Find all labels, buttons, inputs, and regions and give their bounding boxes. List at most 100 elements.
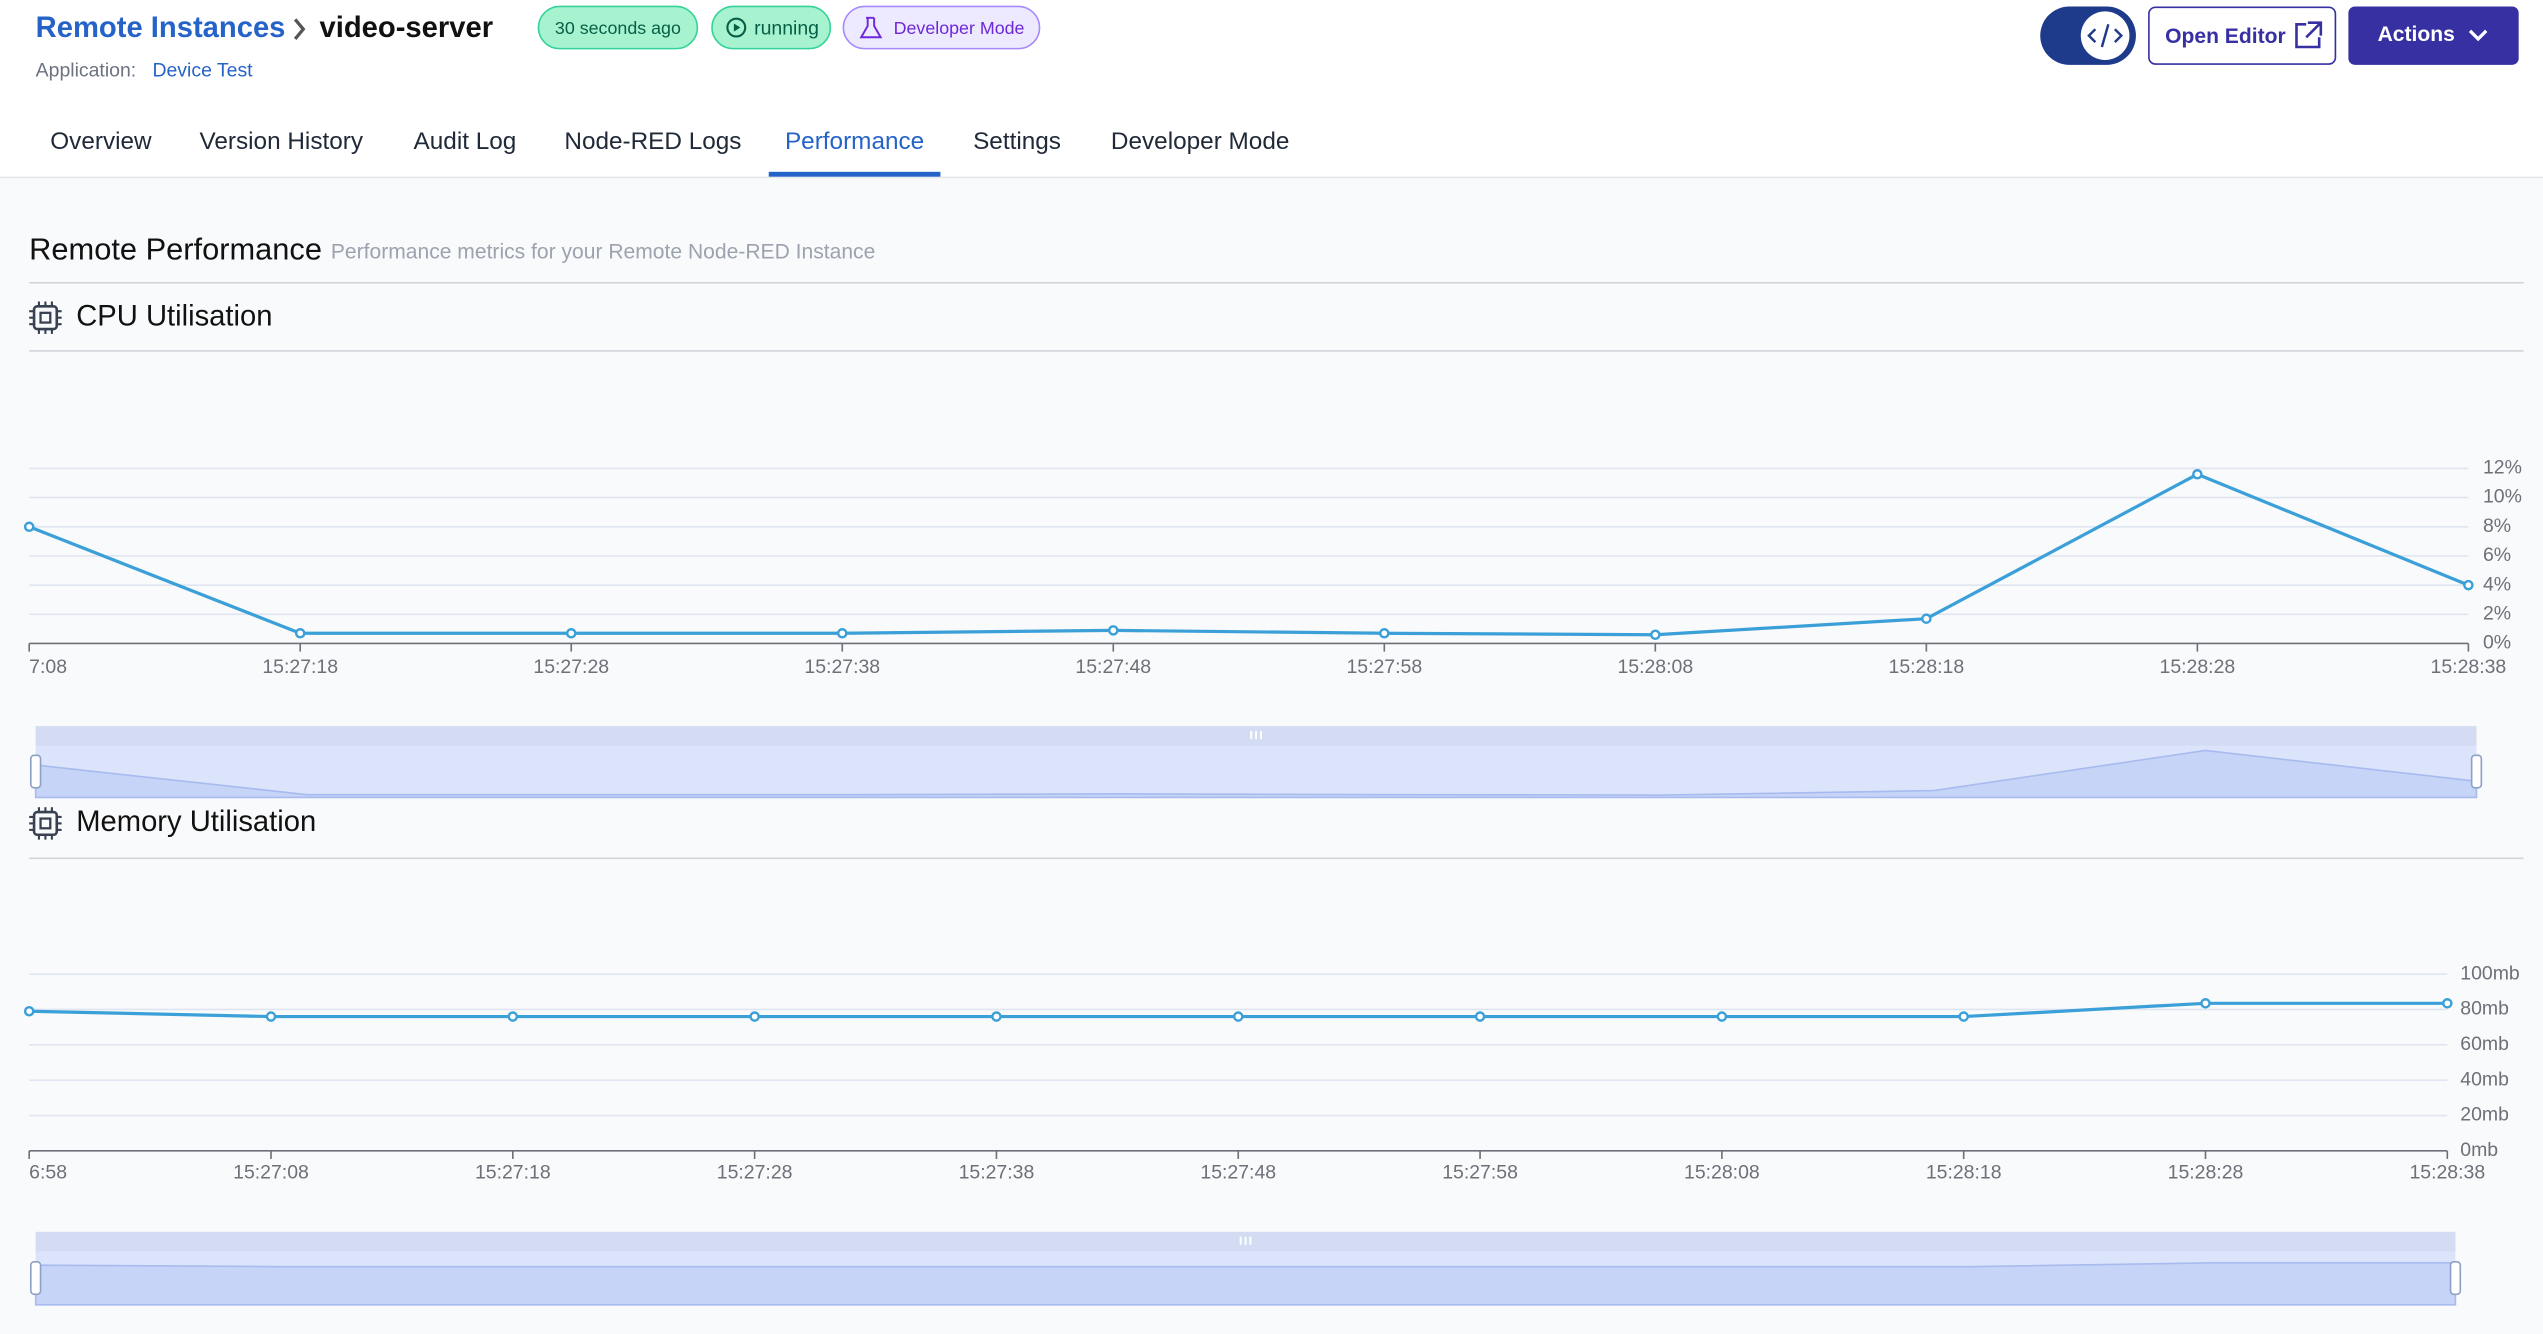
icon	[859, 16, 883, 39]
series-line	[28, 472, 2470, 637]
actions-button[interactable]	[2348, 6, 2519, 65]
x-tick-label: 15:27:48	[1200, 1162, 1276, 1184]
x-tick-label: 15:28:08	[1684, 1162, 1760, 1184]
slider-handle[interactable]	[2470, 754, 2483, 789]
y-tick-label: 0%	[2483, 632, 2511, 654]
x-tick-label: 15:27:08	[233, 1162, 309, 1184]
badge-text: 30 seconds ago	[555, 18, 681, 38]
x-tick-label: 15:27:58	[1442, 1162, 1518, 1184]
tab-underline	[768, 171, 941, 177]
badge	[842, 5, 1041, 50]
tab[interactable]: Developer Mode	[1111, 128, 1289, 155]
chip-icon	[32, 810, 59, 837]
y-tick-label: 10%	[2483, 486, 2522, 508]
icon	[2468, 29, 2488, 42]
slider-area	[34, 1262, 2457, 1306]
icon	[733, 23, 741, 32]
button-text: Actions	[2378, 23, 2455, 46]
data-point	[1379, 628, 1390, 639]
x-tick-label: 15:27:28	[717, 1162, 793, 1184]
data-point	[2442, 998, 2453, 1009]
data-point	[1958, 1011, 1969, 1022]
slider-handle[interactable]	[2449, 1261, 2462, 1296]
y-tick-label: 100mb	[2460, 962, 2519, 984]
x-tick-label: 15:27:48	[1075, 656, 1151, 678]
tab[interactable]: Settings	[973, 128, 1061, 155]
badge-text: Developer Mode	[894, 18, 1025, 38]
x-tick-label: 15:28:18	[1889, 656, 1965, 678]
chip-icon	[39, 311, 52, 324]
tab[interactable]: Version History	[199, 128, 363, 155]
data-point	[2192, 469, 2203, 480]
data-point	[565, 628, 577, 639]
y-tick-label: 2%	[2483, 602, 2511, 624]
chart-title: Memory Utilisation	[76, 806, 316, 838]
charts: CPU Utilisation 0% 2% 4% 6% 8% 10% 12% 7:08 15:27…	[23, 300, 2524, 1306]
tab[interactable]: Overview	[50, 128, 152, 155]
data-point	[2463, 579, 2474, 591]
x-tick-label: 15:27:18	[475, 1162, 551, 1184]
y-tick-label: 6%	[2483, 544, 2511, 566]
chip-icon	[39, 817, 52, 830]
data-point	[1232, 1011, 1244, 1022]
app-label: Application:	[36, 59, 137, 81]
breadcrumb-link[interactable]: Remote Instances	[36, 12, 286, 44]
data-point	[507, 1011, 519, 1022]
x-tick-label: 15:27:38	[804, 656, 880, 678]
y-tick-label: 0mb	[2460, 1139, 2498, 1161]
section-title: Remote Performance	[29, 231, 322, 266]
tabs: Overview Version History Audit Log Node-RED…	[50, 128, 1289, 177]
x-tick-label: 6:58	[29, 1162, 67, 1184]
data-point	[2200, 998, 2211, 1009]
y-tick-label: 60mb	[2460, 1033, 2509, 1055]
data-point	[749, 1011, 760, 1022]
data-point	[836, 628, 848, 639]
instance-name: video-server	[319, 12, 493, 44]
slider-handle[interactable]	[30, 1261, 42, 1296]
y-tick-label: 8%	[2483, 515, 2511, 537]
data-point	[23, 521, 35, 533]
x-tick-label: 15:28:08	[1617, 656, 1693, 678]
x-tick-label: 15:27:58	[1346, 656, 1422, 678]
data-point	[1921, 613, 1932, 624]
chart-title: CPU Utilisation	[76, 300, 272, 332]
icon	[726, 17, 747, 38]
data-point	[294, 628, 306, 639]
button-text: Open Editor	[2165, 25, 2286, 48]
badge-text: running	[754, 17, 819, 39]
badge	[537, 5, 699, 50]
x-tick-label: 15:27:28	[533, 656, 609, 678]
badge	[711, 5, 832, 50]
tab[interactable]: Audit Log	[414, 128, 517, 155]
y-tick-label: 40mb	[2460, 1068, 2509, 1090]
x-tick-label: 15:28:18	[1926, 1162, 2002, 1184]
x-tick-label: 15:28:28	[2160, 656, 2236, 678]
data-point	[265, 1011, 277, 1022]
chip-icon	[32, 305, 59, 331]
x-tick-label: 15:28:38	[2431, 656, 2507, 678]
data-point	[1650, 629, 1661, 641]
y-tick-label: 80mb	[2460, 998, 2509, 1020]
data-point	[1474, 1011, 1486, 1022]
data-point	[1108, 625, 1119, 636]
chevron	[293, 18, 306, 40]
data-point	[23, 1005, 35, 1017]
x-tick-label: 15:28:28	[2168, 1162, 2244, 1184]
open-editor-button[interactable]	[2148, 6, 2337, 65]
y-tick-label: 12%	[2483, 457, 2522, 479]
section-subtitle: Performance metrics for your Remote Node…	[331, 240, 875, 263]
app-link[interactable]: Device Test	[152, 59, 253, 81]
y-tick-label: 20mb	[2460, 1104, 2509, 1126]
icon	[2295, 21, 2323, 49]
icon	[2087, 23, 2124, 48]
data-point	[1716, 1011, 1728, 1022]
tab[interactable]: Performance	[785, 128, 924, 155]
data-point	[991, 1011, 1002, 1022]
x-tick-label: 7:08	[29, 656, 67, 678]
x-tick-label: 15:28:38	[2409, 1162, 2485, 1184]
x-tick-label: 15:27:38	[959, 1162, 1035, 1184]
slider-handle[interactable]	[30, 754, 42, 789]
tab[interactable]: Node-RED Logs	[564, 128, 741, 155]
